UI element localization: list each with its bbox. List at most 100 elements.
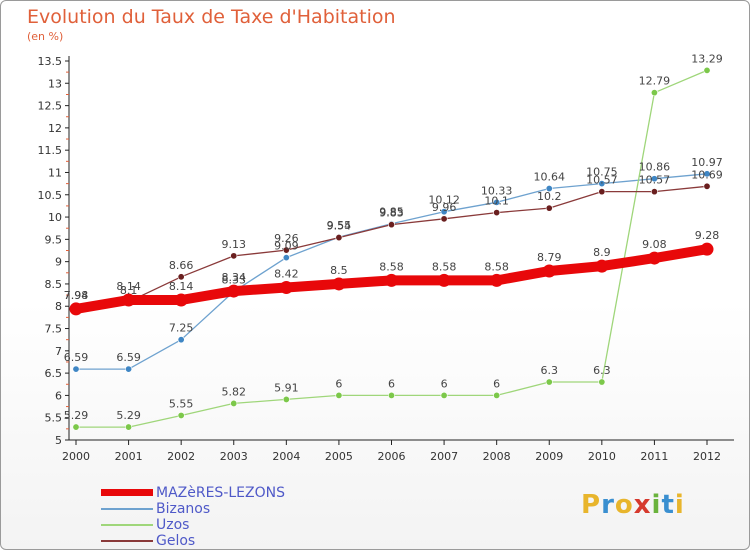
legend-label: Gelos bbox=[156, 533, 196, 549]
data-point bbox=[125, 365, 133, 373]
data-label: 8.5 bbox=[330, 264, 348, 277]
data-label: 5.29 bbox=[64, 409, 89, 422]
y-tick-label: 7.5 bbox=[45, 323, 63, 336]
y-tick-label: 10.5 bbox=[38, 189, 63, 202]
chart-unit-label: (en %) bbox=[27, 30, 64, 43]
y-tick-label: 11.5 bbox=[38, 144, 63, 157]
data-point bbox=[230, 252, 238, 260]
y-tick-label: 5 bbox=[55, 434, 62, 447]
data-point bbox=[700, 242, 714, 256]
x-tick-label: 2004 bbox=[272, 450, 300, 463]
data-point bbox=[703, 170, 711, 178]
data-label: 7.94 bbox=[64, 289, 89, 302]
data-point bbox=[650, 175, 658, 183]
data-point bbox=[595, 259, 609, 273]
data-label: 10.2 bbox=[537, 190, 562, 203]
y-tick-label: 5.5 bbox=[45, 412, 63, 425]
data-point bbox=[69, 302, 83, 316]
data-label: 9.28 bbox=[695, 229, 720, 242]
data-point bbox=[440, 215, 448, 223]
y-tick-label: 9.5 bbox=[45, 233, 63, 246]
data-label: 6.3 bbox=[593, 364, 611, 377]
data-point bbox=[545, 378, 553, 386]
data-point bbox=[279, 281, 293, 295]
data-point bbox=[282, 246, 290, 254]
data-point bbox=[282, 395, 290, 403]
y-tick-label: 12.5 bbox=[38, 100, 63, 113]
data-point bbox=[387, 221, 395, 229]
legend-swatch bbox=[101, 489, 153, 496]
legend-label: Bizanos bbox=[156, 501, 211, 517]
data-label: 5.29 bbox=[116, 409, 141, 422]
x-tick-label: 2009 bbox=[535, 450, 563, 463]
data-label: 10.57 bbox=[586, 174, 618, 187]
data-label: 6 bbox=[493, 377, 500, 390]
y-tick-label: 8.5 bbox=[45, 278, 63, 291]
data-label: 10.57 bbox=[639, 174, 671, 187]
y-tick-label: 8 bbox=[55, 300, 62, 313]
data-point bbox=[545, 185, 553, 193]
data-label: 7.25 bbox=[169, 322, 194, 335]
data-point bbox=[598, 188, 606, 196]
data-point bbox=[282, 254, 290, 262]
data-point bbox=[647, 251, 661, 265]
x-tick-label: 2002 bbox=[167, 450, 195, 463]
legend-label: Uzos bbox=[156, 517, 190, 533]
x-tick-label: 2008 bbox=[483, 450, 511, 463]
y-tick-label: 13.5 bbox=[38, 55, 63, 68]
data-label: 8.34 bbox=[222, 271, 247, 284]
x-tick-label: 2007 bbox=[430, 450, 458, 463]
data-label: 9.55 bbox=[327, 219, 352, 232]
data-label: 10.86 bbox=[639, 161, 671, 174]
data-label: 10.75 bbox=[586, 166, 618, 179]
legend-swatch bbox=[101, 540, 153, 542]
data-point bbox=[440, 391, 448, 399]
legend-swatch bbox=[101, 524, 153, 526]
data-point bbox=[493, 391, 501, 399]
data-label: 8.58 bbox=[432, 260, 457, 273]
y-tick-label: 7 bbox=[55, 345, 62, 358]
data-label: 9.08 bbox=[642, 238, 667, 251]
y-tick-label: 10 bbox=[48, 211, 62, 224]
y-tick-label: 11 bbox=[48, 166, 62, 179]
x-tick-label: 2000 bbox=[62, 450, 90, 463]
data-point bbox=[177, 411, 185, 419]
data-label: 8.58 bbox=[484, 260, 509, 273]
x-tick-label: 2010 bbox=[588, 450, 616, 463]
data-point bbox=[72, 365, 80, 373]
data-label: 9.26 bbox=[274, 232, 299, 245]
legend-label: MAZèRES-LEZONS bbox=[156, 485, 285, 501]
y-tick-label: 9 bbox=[55, 256, 62, 269]
data-label: 6.59 bbox=[116, 351, 141, 364]
data-label: 8.14 bbox=[116, 280, 141, 293]
data-label: 10.12 bbox=[428, 194, 460, 207]
data-point bbox=[230, 399, 238, 407]
data-label: 6.59 bbox=[64, 351, 89, 364]
data-label: 10.97 bbox=[691, 156, 723, 169]
data-label: 8.9 bbox=[593, 246, 611, 259]
data-point bbox=[335, 234, 343, 242]
data-point bbox=[335, 391, 343, 399]
data-point bbox=[703, 182, 711, 190]
data-point bbox=[598, 378, 606, 386]
data-point bbox=[125, 423, 133, 431]
data-label: 6 bbox=[335, 377, 342, 390]
data-point bbox=[437, 273, 451, 287]
x-tick-label: 2006 bbox=[378, 450, 406, 463]
data-point bbox=[387, 391, 395, 399]
y-tick-label: 6 bbox=[55, 389, 62, 402]
legend-swatch bbox=[101, 508, 153, 510]
data-label: 8.14 bbox=[169, 280, 194, 293]
data-label: 5.82 bbox=[222, 385, 247, 398]
data-label: 10.1 bbox=[484, 195, 509, 208]
data-label: 8.79 bbox=[537, 251, 562, 264]
data-label: 5.55 bbox=[169, 397, 194, 410]
data-label: 6.3 bbox=[541, 364, 559, 377]
data-point bbox=[598, 180, 606, 188]
data-label: 8.42 bbox=[274, 268, 299, 281]
data-label: 12.79 bbox=[639, 75, 671, 88]
data-label: 10.64 bbox=[534, 171, 566, 184]
x-tick-label: 2012 bbox=[693, 450, 721, 463]
data-label: 10.33 bbox=[481, 184, 513, 197]
